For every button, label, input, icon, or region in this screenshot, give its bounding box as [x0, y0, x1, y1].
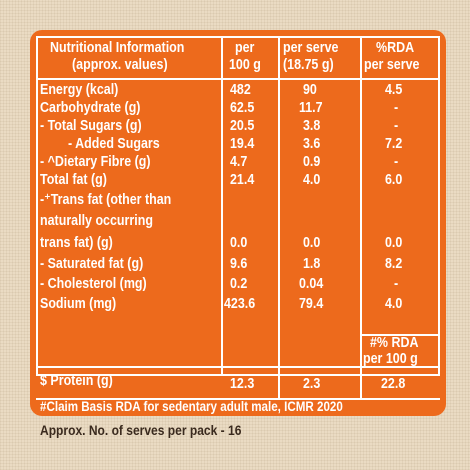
rda-per100-header-line1: #% RDA — [370, 335, 419, 351]
row-perserve-carbohydrate: 11.7 — [299, 100, 323, 116]
row-label-sodium: Sodium (mg) — [40, 296, 117, 312]
row-label-saturated-fat: - Saturated fat (g) — [40, 256, 144, 272]
row-rda-total-fat: 6.0 — [385, 172, 403, 188]
rda-per100-header-line2: per 100 g — [363, 351, 418, 367]
row-perserve-total-fat: 4.0 — [303, 172, 321, 188]
row-label-total-fat: Total fat (g) — [40, 172, 107, 188]
row-perserve-energy: 90 — [303, 82, 317, 98]
row-label-energy: Energy (kcal) — [40, 82, 119, 98]
column-divider — [278, 38, 280, 400]
column-divider — [360, 38, 362, 400]
row-perserve-cholesterol: 0.04 — [299, 276, 324, 292]
row-perserve-sodium: 79.4 — [299, 296, 324, 312]
footnote-divider — [36, 398, 440, 420]
footnote: #Claim Basis RDA for sedentary adult mal… — [40, 399, 343, 414]
row-label-trans-fat-line2: naturally occurring — [40, 213, 153, 229]
header-perserve-line1: per serve — [283, 40, 339, 56]
row-per100-added-sugars: 19.4 — [230, 136, 255, 152]
row-rda-sodium: 4.0 — [385, 296, 403, 312]
header-rda-line2: per serve — [364, 57, 420, 73]
row-perserve-dietary-fibre: 0.9 — [303, 154, 321, 170]
row-per100-carbohydrate: 62.5 — [230, 100, 255, 116]
row-label-protein: $ Protein (g) — [40, 373, 113, 389]
row-perserve-added-sugars: 3.6 — [303, 136, 321, 152]
row-perserve-trans-fat: 0.0 — [303, 235, 321, 251]
row-rda-total-sugars: - — [394, 118, 399, 134]
row-label-trans-fat: trans fat) (g) — [40, 235, 113, 251]
header-per100-line2: 100 g — [229, 57, 261, 73]
nutrition-panel — [30, 30, 446, 416]
row-label-cholesterol: - Cholesterol (mg) — [40, 276, 147, 292]
header-rda-line1: %RDA — [376, 40, 415, 56]
header-nutrient-line2: (approx. values) — [72, 57, 168, 73]
nutrition-table — [36, 36, 440, 400]
header-perserve-line2: (18.75 g) — [283, 57, 334, 73]
row-label-trans-fat-line1: -⁺Trans fat (other than — [40, 192, 172, 208]
row-rda-dietary-fibre: - — [394, 154, 399, 170]
row-rda-carbohydrate: - — [394, 100, 399, 116]
row-per100-total-sugars: 20.5 — [230, 118, 255, 134]
row-label-dietary-fibre: - ^Dietary Fibre (g) — [40, 154, 151, 170]
column-divider — [221, 38, 223, 374]
row-per100-saturated-fat: 9.6 — [230, 256, 248, 272]
row-perserve-total-sugars: 3.8 — [303, 118, 321, 134]
row-rda-trans-fat: 0.0 — [385, 235, 403, 251]
row-per100-dietary-fibre: 4.7 — [230, 154, 248, 170]
rda-per100-divider — [360, 334, 438, 336]
row-per100-protein: 12.3 — [230, 376, 255, 392]
row-rda-added-sugars: 7.2 — [385, 136, 403, 152]
row-per100-sodium: 423.6 — [224, 296, 256, 312]
row-per100-trans-fat: 0.0 — [230, 235, 248, 251]
header-divider — [38, 78, 438, 80]
row-per100-cholesterol: 0.2 — [230, 276, 248, 292]
row-rda-saturated-fat: 8.2 — [385, 256, 403, 272]
row-label-total-sugars: - Total Sugars (g) — [40, 118, 142, 134]
row-per100-energy: 482 — [230, 82, 251, 98]
header-per100-line1: per — [235, 40, 255, 56]
row-rda-energy: 4.5 — [385, 82, 403, 98]
row-perserve-saturated-fat: 1.8 — [303, 256, 321, 272]
row-perserve-protein: 2.3 — [303, 376, 321, 392]
row-label-added-sugars: - Added Sugars — [68, 136, 160, 152]
row-rda-cholesterol: - — [394, 276, 399, 292]
row-label-carbohydrate: Carbohydrate (g) — [40, 100, 141, 116]
row-per100-total-fat: 21.4 — [230, 172, 255, 188]
protein-divider — [38, 366, 438, 368]
row-rda-protein: 22.8 — [381, 376, 406, 392]
header-nutrient-line1: Nutritional Information — [50, 40, 185, 56]
serves-per-pack: Approx. No. of serves per pack - 16 — [40, 422, 242, 438]
